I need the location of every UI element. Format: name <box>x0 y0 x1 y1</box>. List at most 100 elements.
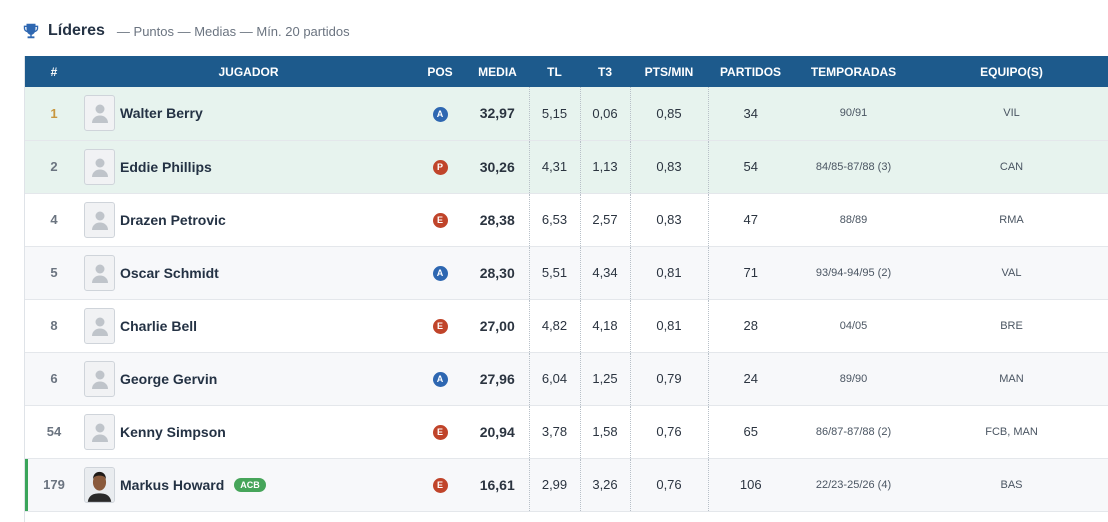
player-name-link[interactable]: Kenny Simpson <box>120 423 226 440</box>
temporadas-cell: 86/87-87/88 (2) <box>815 425 892 438</box>
player-cell: George Gervin <box>83 352 414 405</box>
t3-cell: 0,06 <box>579 87 631 140</box>
t3-cell: 1,25 <box>579 352 631 405</box>
avatar[interactable] <box>84 360 115 397</box>
avatar[interactable] <box>84 148 115 185</box>
ptsmin-cell: 0,81 <box>630 246 709 299</box>
equipos-cell: FCB, MAN <box>985 425 1038 438</box>
player-cell: Walter Berry <box>83 87 414 140</box>
media-cell: 20,94 <box>479 423 515 440</box>
avatar[interactable] <box>84 254 115 291</box>
partidos-cell: 65 <box>743 424 758 439</box>
equipos-cell: BAS <box>1000 478 1023 491</box>
t3-cell: 2,57 <box>579 193 631 246</box>
position-badge: E <box>432 424 448 440</box>
col-header-pos[interactable]: POS <box>427 64 453 79</box>
trophy-icon <box>23 23 39 39</box>
t3-cell: 1,13 <box>579 140 631 193</box>
temporadas-cell: 04/05 <box>839 319 868 332</box>
partidos-cell: 106 <box>739 477 762 492</box>
col-header-equipos[interactable]: EQUIPO(S) <box>980 64 1043 79</box>
media-cell: 30,26 <box>479 158 515 175</box>
tl-cell: 6,53 <box>528 193 580 246</box>
rank-cell: 54 <box>46 424 62 439</box>
player-name-link[interactable]: George Gervin <box>120 370 218 387</box>
position-badge: E <box>432 212 448 228</box>
avatar[interactable] <box>84 413 115 450</box>
ptsmin-cell: 0,81 <box>630 299 709 352</box>
col-header-t3[interactable]: T3 <box>597 64 612 79</box>
equipos-cell: MAN <box>999 372 1024 385</box>
tl-cell: 5,15 <box>528 87 580 140</box>
t3-cell: 3,26 <box>579 458 631 511</box>
col-header-rank[interactable]: # <box>50 64 58 79</box>
position-badge: E <box>432 477 448 493</box>
tl-cell: 3,78 <box>528 405 580 458</box>
table-row[interactable]: 2 Eddie Phillips P 30,26 4,31 1,13 0,83 … <box>25 140 1108 193</box>
table-row[interactable]: 8 Charlie Bell E 27,00 4,82 4,18 0,81 28… <box>25 299 1108 352</box>
pos-cell: E <box>414 299 466 352</box>
player-name-link[interactable]: Eddie Phillips <box>120 158 212 175</box>
table-row[interactable]: 179 Markus Howard ACB E 16,61 2,99 3,26 … <box>25 458 1108 511</box>
tl-cell: 4,82 <box>528 299 580 352</box>
position-badge: A <box>432 371 448 387</box>
table-row[interactable]: 4 Drazen Petrovic E 28,38 6,53 2,57 0,83… <box>25 193 1108 246</box>
player-name-link[interactable]: Drazen Petrovic <box>120 211 226 228</box>
ptsmin-cell: 0,76 <box>630 405 709 458</box>
avatar[interactable] <box>84 307 115 344</box>
player-cell: Eddie Phillips <box>83 140 414 193</box>
t3-cell: 4,18 <box>579 299 631 352</box>
ptsmin-cell: 0,83 <box>630 140 709 193</box>
player-name-link[interactable]: Markus Howard <box>120 476 225 493</box>
col-header-partidos[interactable]: PARTIDOS <box>719 64 782 79</box>
table-row[interactable]: 1 Walter Berry A 32,97 5,15 0,06 0,85 34… <box>25 87 1108 140</box>
table-row[interactable]: 6 George Gervin A 27,96 6,04 1,25 0,79 2… <box>25 352 1108 405</box>
user-placeholder-icon <box>91 370 108 389</box>
table-row[interactable]: 54 Kenny Simpson E 20,94 3,78 1,58 0,76 … <box>25 405 1108 458</box>
avatar[interactable] <box>84 201 115 238</box>
ptsmin-cell: 0,83 <box>630 193 709 246</box>
pos-cell: E <box>414 405 466 458</box>
partidos-cell: 47 <box>743 212 758 227</box>
col-header-jugador[interactable]: JUGADOR <box>218 64 279 79</box>
position-badge: E <box>432 318 448 334</box>
avatar[interactable] <box>84 466 115 503</box>
page-title: Líderes <box>48 22 105 39</box>
equipos-cell: VAL <box>1001 266 1022 279</box>
player-photo <box>85 467 114 502</box>
position-badge: A <box>432 265 448 281</box>
ptsmin-cell: 0,76 <box>630 458 709 511</box>
rank-cell: 179 <box>25 458 83 511</box>
pos-cell: A <box>414 87 466 140</box>
t3-cell: 1,58 <box>579 405 631 458</box>
media-cell: 27,96 <box>479 370 515 387</box>
col-header-ptsmin[interactable]: PTS/MIN <box>644 64 694 79</box>
ptsmin-cell: 0,79 <box>630 352 709 405</box>
partidos-cell: 34 <box>743 105 758 121</box>
pos-cell: E <box>414 193 466 246</box>
table-row[interactable]: 5 Oscar Schmidt A 28,30 5,51 4,34 0,81 7… <box>25 246 1108 299</box>
player-name-link[interactable]: Walter Berry <box>120 105 203 122</box>
col-header-media[interactable]: MEDIA <box>478 64 517 79</box>
col-header-tl[interactable]: TL <box>547 64 562 79</box>
table-header-row: # JUGADOR POS MEDIA TL T3 PTS/MIN PARTID… <box>25 56 1108 87</box>
col-header-temporadas[interactable]: TEMPORADAS <box>810 64 897 79</box>
temporadas-cell: 88/89 <box>839 213 868 226</box>
player-name-link[interactable]: Charlie Bell <box>120 317 198 334</box>
tl-cell: 2,99 <box>528 458 580 511</box>
ptsmin-cell: 0,85 <box>630 87 709 140</box>
player-cell: Oscar Schmidt <box>83 246 414 299</box>
position-badge: A <box>432 106 448 122</box>
tl-cell: 5,51 <box>528 246 580 299</box>
rank-cell: 2 <box>50 159 58 174</box>
player-name-link[interactable]: Oscar Schmidt <box>120 264 219 281</box>
equipos-cell: BRE <box>1000 319 1023 332</box>
avatar[interactable] <box>84 95 115 132</box>
rank-cell: 6 <box>50 371 58 386</box>
user-placeholder-icon <box>91 158 108 177</box>
player-cell: Drazen Petrovic <box>83 193 414 246</box>
league-badge: ACB <box>234 477 266 492</box>
page-subtitle: — Puntos — Medias — Mín. 20 partidos <box>116 23 350 39</box>
rank-cell: 5 <box>50 265 58 280</box>
player-cell: Charlie Bell <box>83 299 414 352</box>
